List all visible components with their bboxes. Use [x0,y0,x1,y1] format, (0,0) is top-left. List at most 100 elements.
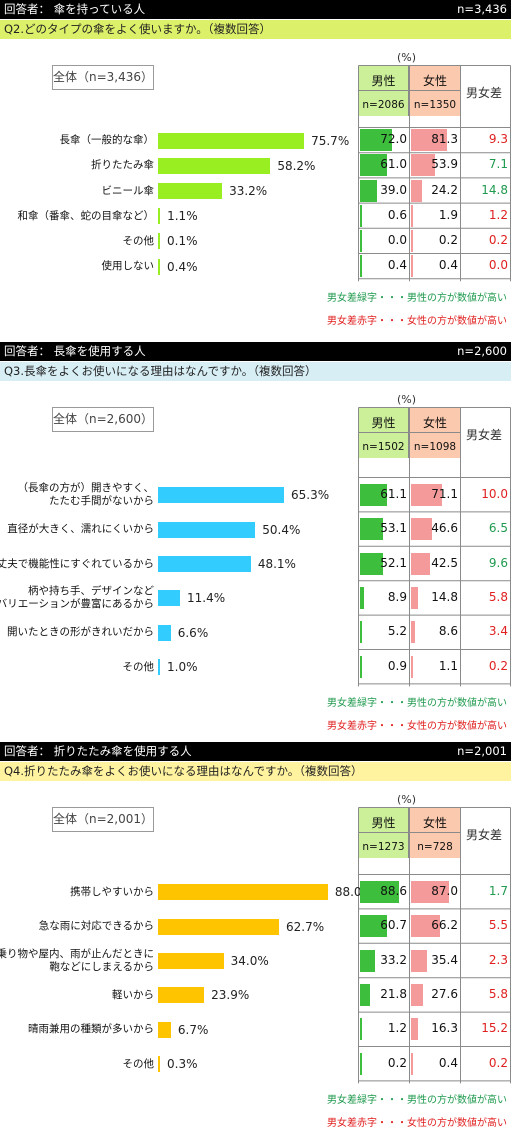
female-value: 81.3 [431,132,458,147]
total-value: 0.3% [167,1057,198,1072]
female-value: 24.2 [431,182,458,197]
category-label: 和傘（番傘、蛇の目傘など） [17,209,155,222]
total-value: 23.9% [211,988,250,1003]
female-cell: 1.9 [410,203,461,230]
table-grid [358,807,511,1084]
male-bar [360,552,383,575]
male-cell: 5.2 [359,619,410,646]
male-cell: 72.0 [359,127,410,154]
female-value: 35.4 [431,952,458,967]
category-label: 携帯しやすいから [70,885,154,898]
total-value: 34.0% [230,954,269,968]
diff-cell: 15.2 [461,1016,511,1043]
male-value: 0.2 [387,1055,407,1070]
female-cell: 35.4 [410,948,461,975]
total-bar [158,233,160,250]
male-cell: 1.2 [359,1016,410,1043]
diff-cell: 0.2 [461,228,511,255]
total-value: 11.4% [187,591,226,606]
female-bar [411,255,413,278]
female-cell: 71.1 [410,482,461,509]
male-cell: 0.2 [359,1051,410,1078]
diff-value: 0.2 [488,1055,508,1070]
female-value: 0.2 [438,232,458,247]
respondent-header: 回答者： 長傘を使用する人 n=2,600 [0,342,511,361]
question-text: Q2.どのタイプの傘をよく使いますか。（複数回答） [0,20,511,39]
survey-section: 回答者： 長傘を使用する人 n=2,600 Q3.長傘をよくお使いになる理由はなんで… [0,342,511,732]
respondent-label: 回答者： 折りたたみ傘を使用する人 [4,744,192,758]
female-bar [411,1018,419,1041]
diff-cell: 9.6 [461,551,511,578]
survey-section: 回答者： 傘を持っている人 n=3,436 Q2.どのタイプの傘をよく使いますか。（… [0,0,511,370]
legend-red-note: 男女差赤字・・・女性の方が数値が高い [327,316,507,328]
male-cell: 0.0 [359,228,410,255]
male-value: 21.8 [380,986,407,1001]
female-header-n: n=728 [417,841,453,853]
diff-value: 0.2 [488,232,508,247]
diff-cell: 0.2 [461,654,511,681]
male-header-n: n=2086 [362,99,405,111]
total-bar [158,1056,160,1073]
category-label: 急な雨に対応できるから [38,920,154,933]
total-bar [158,521,256,538]
respondent-n: n=2,600 [457,344,507,358]
female-value: 53.9 [431,157,458,172]
total-bar [158,487,285,504]
male-cell: 0.6 [359,203,410,230]
male-value: 72.0 [380,132,407,147]
male-value: 61.1 [380,486,407,501]
male-bar [360,655,362,678]
category-label: （長傘の方が）開きやすく、 たたむ手間がないから [17,482,155,508]
unit-label: (%) [397,793,417,806]
male-cell: 60.7 [359,913,410,940]
total-bar [158,987,205,1004]
male-cell: 53.1 [359,516,410,543]
total-bar [158,1021,171,1038]
category-label: 丈夫で機能性にすぐれているから [0,557,154,570]
female-cell: 0.2 [410,228,461,255]
female-bar [411,204,413,227]
diff-header: 男女差 [466,428,503,442]
category-label: その他 [122,234,155,247]
category-label: 柄や持ち手、デザインなど バリエーションが豊富にあるから [0,585,154,611]
total-value: 1.0% [167,660,198,675]
female-cell: 46.6 [410,516,461,543]
legend-green-note: 男女差緑字・・・男性の方が数値が高い [327,293,507,305]
male-bar [360,229,362,252]
male-value: 88.6 [380,883,407,898]
male-value: 1.2 [387,1021,407,1036]
female-bar [411,483,443,506]
male-bar [360,518,384,541]
male-bar [360,586,364,609]
total-value: 6.6% [177,625,209,640]
male-value: 39.0 [380,182,407,197]
respondent-label: 回答者： 長傘を使用する人 [4,344,146,358]
diff-cell: 2.3 [461,948,511,975]
diff-value: 15.2 [481,1021,508,1036]
female-header-n: n=1098 [413,441,457,453]
male-bar [360,204,362,227]
female-cell: 24.2 [410,178,461,205]
male-value: 0.6 [387,207,407,222]
male-cell: 33.2 [359,948,410,975]
female-value: 71.1 [431,486,458,501]
diff-value: 7.1 [488,157,508,172]
category-label: 軽いから [112,988,154,1001]
female-value: 1.9 [438,207,458,222]
female-value: 14.8 [431,589,458,604]
female-cell: 66.2 [410,913,461,940]
diff-value: 2.3 [488,952,508,967]
female-bar [411,1052,413,1075]
female-bar [411,552,430,575]
male-value: 0.0 [387,232,407,247]
total-value: 1.1% [167,209,198,224]
female-bar [411,915,441,938]
total-bar [158,183,223,199]
diff-cell: 1.7 [461,879,511,906]
male-bar [360,949,375,972]
female-bar [411,154,435,177]
female-cell: 14.8 [410,585,461,612]
male-value: 8.9 [387,589,407,604]
diff-cell: 9.3 [461,127,511,154]
diff-value: 1.7 [488,883,508,898]
